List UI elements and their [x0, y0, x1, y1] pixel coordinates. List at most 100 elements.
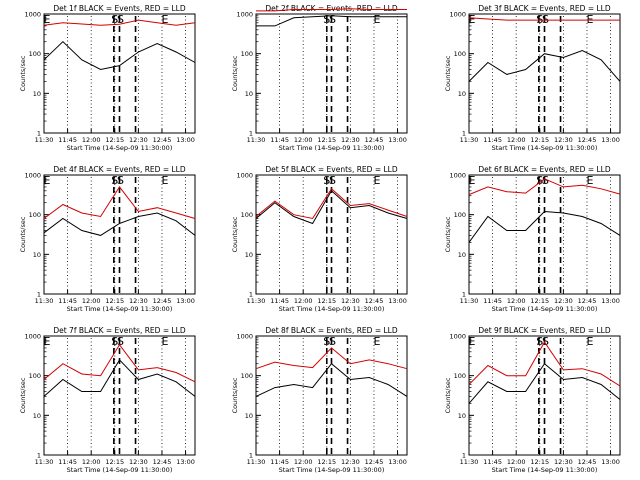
y-tick-label: 10 — [245, 412, 253, 420]
y-axis-label: Counts/sec — [19, 55, 27, 91]
x-tick-label: 12:45 — [578, 458, 597, 466]
y-tick-label: 1000 — [236, 172, 253, 180]
x-tick-label: 11:30 — [460, 136, 479, 144]
marker-e: E — [161, 335, 168, 348]
x-tick-label: 11:45 — [483, 136, 502, 144]
series-line-events — [468, 362, 621, 404]
y-tick-label: 10 — [245, 90, 253, 98]
y-tick-label: 10 — [33, 251, 41, 259]
x-tick-label: 12:00 — [507, 297, 526, 305]
y-tick-label: 100 — [454, 211, 466, 219]
x-tick-label: 11:45 — [58, 458, 77, 466]
marker-s: S — [542, 335, 549, 348]
y-tick-label: 1000 — [236, 333, 253, 341]
detector-panel-7: Det 7f BLACK = Events, RED = LLD 11:30 11:… — [19, 326, 196, 474]
y-tick-label: 1000 — [24, 172, 41, 180]
plot-frame — [468, 335, 621, 456]
x-tick-label: 11:45 — [483, 458, 502, 466]
y-axis-label: Counts/sec — [231, 377, 239, 413]
x-tick-label: 12:15 — [317, 297, 336, 305]
marker-e: E — [373, 13, 380, 26]
series-line-events — [255, 362, 408, 397]
y-tick-label: 10 — [458, 412, 466, 420]
marker-e: E — [44, 13, 51, 26]
panel-title: Det 1f BLACK = Events, RED = LLD — [53, 4, 186, 13]
marker-e: E — [373, 335, 380, 348]
x-axis-label: Start Time (14-Sep-09 11:30:00) — [279, 305, 385, 313]
y-tick-label: 1 — [462, 291, 466, 299]
x-axis-label: Start Time (14-Sep-09 11:30:00) — [67, 305, 173, 313]
x-axis-label: Start Time (14-Sep-09 11:30:00) — [492, 305, 598, 313]
y-tick-label: 100 — [29, 372, 41, 380]
series-line-events — [255, 190, 408, 225]
series-line-lld — [468, 17, 620, 21]
x-tick-label: 12:15 — [317, 458, 336, 466]
marker-s: S — [323, 335, 330, 348]
x-tick-label: 12:45 — [578, 136, 597, 144]
series-line-lld — [468, 341, 621, 387]
y-axis-label: Counts/sec — [19, 216, 27, 252]
x-tick-label: 12:15 — [317, 136, 336, 144]
marker-s: S — [536, 13, 543, 26]
y-axis-label: Counts/sec — [231, 55, 239, 91]
series-line-events — [256, 15, 407, 27]
y-tick-label: 1000 — [449, 333, 466, 341]
marker-e: E — [373, 174, 380, 187]
x-tick-label: 12:15 — [530, 458, 549, 466]
x-tick-label: 12:00 — [294, 136, 313, 144]
plot-frame — [255, 13, 408, 134]
y-axis-label: Counts/sec — [444, 55, 452, 91]
x-tick-label: 12:30 — [554, 136, 573, 144]
y-tick-label: 1000 — [24, 333, 41, 341]
y-tick-label: 1 — [462, 130, 466, 138]
x-tick-label: 12:15 — [530, 136, 549, 144]
x-tick-label: 11:45 — [483, 297, 502, 305]
y-tick-label: 1 — [37, 130, 41, 138]
x-tick-label: 12:00 — [294, 297, 313, 305]
plot-frame — [43, 174, 196, 295]
x-axis-label: Start Time (14-Sep-09 11:30:00) — [67, 466, 173, 474]
x-tick-label: 12:30 — [341, 297, 360, 305]
marker-s: S — [117, 335, 124, 348]
marker-e: E — [469, 13, 476, 26]
x-tick-label: 11:30 — [247, 458, 266, 466]
y-tick-label: 100 — [241, 50, 253, 58]
x-tick-label: 13:00 — [601, 297, 620, 305]
x-tick-label: 11:30 — [247, 297, 266, 305]
x-tick-label: 12:30 — [554, 458, 573, 466]
x-tick-label: 13:00 — [176, 458, 195, 466]
x-tick-label: 12:00 — [294, 458, 313, 466]
detector-panel-8: Det 8f BLACK = Events, RED = LLD 11:30 11:… — [231, 326, 408, 474]
marker-s: S — [117, 174, 124, 187]
marker-s: S — [542, 174, 549, 187]
series-line-events — [43, 41, 196, 71]
x-tick-label: 12:00 — [82, 458, 101, 466]
x-tick-label: 13:00 — [388, 297, 407, 305]
plot-frame — [43, 335, 196, 456]
y-tick-label: 10 — [245, 251, 253, 259]
x-tick-label: 12:30 — [129, 458, 148, 466]
panel-title: Det 7f BLACK = Events, RED = LLD — [53, 326, 186, 335]
series-line-events — [468, 210, 621, 243]
x-tick-label: 12:45 — [153, 297, 172, 305]
y-tick-label: 100 — [454, 372, 466, 380]
plot-frame — [43, 13, 196, 134]
plot-frame — [255, 335, 408, 456]
marker-s: S — [329, 13, 336, 26]
y-tick-label: 10 — [33, 90, 41, 98]
series-line-lld — [255, 188, 408, 220]
x-tick-label: 13:00 — [601, 458, 620, 466]
x-tick-label: 11:45 — [270, 297, 289, 305]
plot-frame — [468, 13, 621, 134]
x-tick-label: 11:45 — [58, 136, 77, 144]
series-line-events — [468, 49, 621, 82]
x-tick-label: 13:00 — [176, 136, 195, 144]
panel-title: Det 4f BLACK = Events, RED = LLD — [53, 165, 186, 174]
x-axis-label: Start Time (14-Sep-09 11:30:00) — [279, 144, 385, 152]
panel-title: Det 6f BLACK = Events, RED = LLD — [478, 165, 611, 174]
detector-panel-1: Det 1f BLACK = Events, RED = LLD 11:30 11:… — [19, 4, 196, 152]
x-tick-label: 12:15 — [105, 297, 124, 305]
y-tick-label: 1000 — [236, 11, 253, 19]
marker-e: E — [44, 174, 51, 187]
